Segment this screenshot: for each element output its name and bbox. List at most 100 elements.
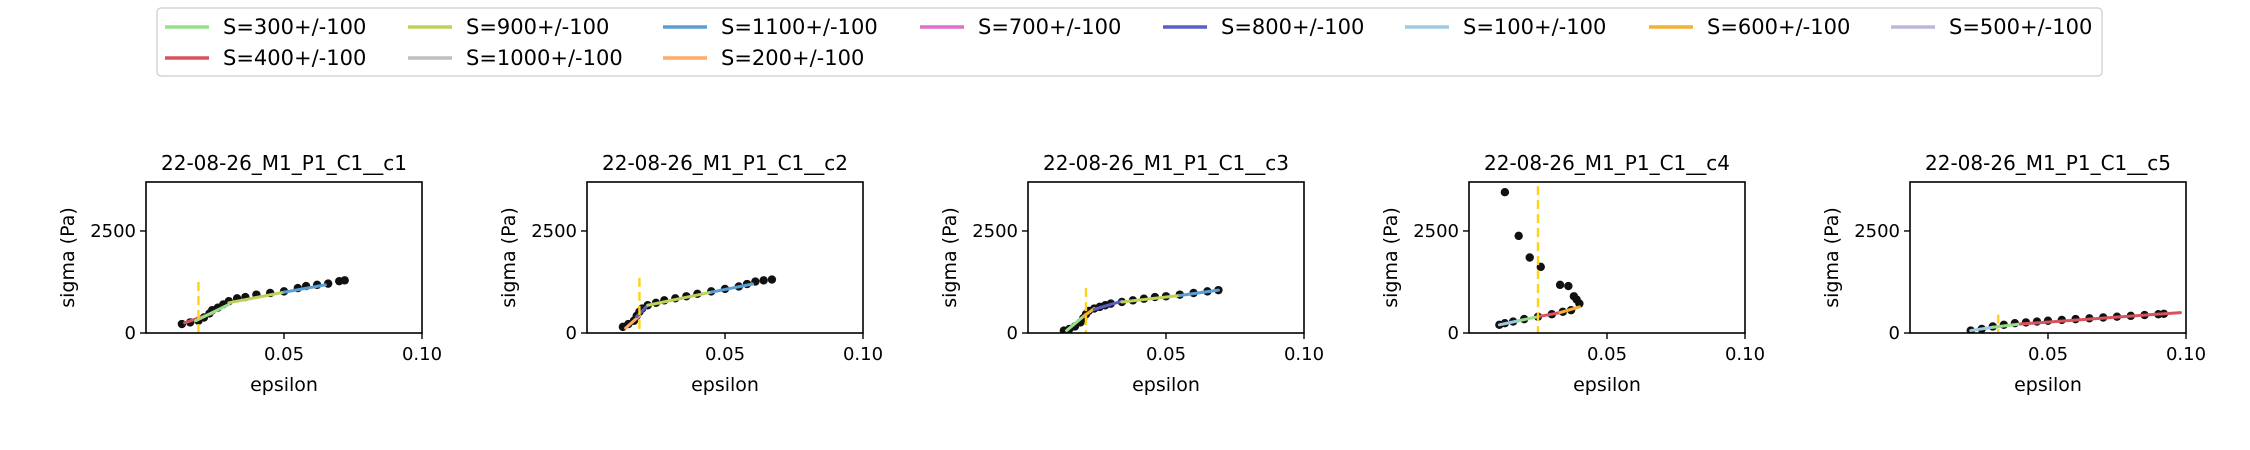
legend-entry: S=500+/-100: [1891, 15, 2092, 39]
legend-entry: S=700+/-100: [920, 15, 1121, 39]
y-tick-label: 0: [1448, 323, 1459, 344]
fit-line: [2018, 311, 2182, 326]
data-point: [759, 276, 768, 285]
axes-frame: [1468, 181, 1746, 334]
fit-line: [1517, 315, 1540, 323]
x-axis-label: epsilon: [1132, 374, 1200, 396]
x-tick-label: 0.05: [1146, 344, 1186, 365]
x-tick-label: 0.10: [1284, 344, 1324, 365]
panel-title: 22-08-26_M1_P1_C1__c4: [1484, 151, 1730, 175]
fit-line: [1991, 322, 2022, 329]
legend-label: S=700+/-100: [978, 15, 1121, 39]
y-tick-label: 0: [1889, 323, 1900, 344]
x-tick-label: 0.05: [264, 344, 304, 365]
fit-line: [646, 290, 713, 307]
fit-line: [227, 290, 286, 305]
plot-data: [177, 276, 349, 333]
y-tick-label: 2500: [531, 221, 577, 242]
data-point: [1555, 280, 1565, 290]
legend-frame: [156, 7, 2103, 77]
panel-title: 22-08-26_M1_P1_C1__c3: [1043, 151, 1289, 175]
legend-label: S=1000+/-100: [466, 46, 623, 70]
y-tick-label: 2500: [1854, 221, 1900, 242]
data-point: [1525, 253, 1534, 262]
plot-data: [1495, 186, 1584, 333]
x-axis-label: epsilon: [250, 374, 318, 396]
panel: 22-08-26_M1_P1_C1__c4 0.05 0.10 0 2500 epsilo…: [1380, 151, 1765, 396]
panel: 22-08-26_M1_P1_C1__c1 0.05 0.10 0 2500 epsilo…: [57, 151, 442, 396]
legend-label: S=500+/-100: [1949, 15, 2092, 39]
x-axis-label: epsilon: [1573, 374, 1641, 396]
legend-entry: S=100+/-100: [1405, 15, 1606, 39]
y-tick-label: 0: [1007, 323, 1018, 344]
x-tick-label: 0.10: [402, 344, 442, 365]
fit-line: [1558, 305, 1581, 315]
legend-label: S=800+/-100: [1221, 15, 1364, 39]
y-axis-label: sigma (Pa): [939, 207, 961, 308]
data-point: [1514, 231, 1523, 241]
plot-data: [618, 275, 777, 333]
x-tick-label: 0.05: [1587, 344, 1627, 365]
legend-label: S=300+/-100: [223, 15, 366, 39]
legend-entry: S=1100+/-100: [663, 15, 878, 39]
fit-line: [1092, 299, 1124, 311]
x-tick-label: 0.05: [705, 344, 745, 365]
y-axis-label: sigma (Pa): [1821, 207, 1843, 308]
data-point: [340, 276, 349, 285]
legend-entry: S=1000+/-100: [408, 46, 623, 70]
x-tick-label: 0.05: [2028, 344, 2068, 365]
fit-line: [194, 302, 231, 323]
y-tick-label: 2500: [972, 221, 1018, 242]
y-tick-label: 2500: [90, 221, 136, 242]
y-tick-label: 2500: [1413, 221, 1459, 242]
legend-entry: S=900+/-100: [408, 15, 609, 39]
panel-title: 22-08-26_M1_P1_C1__c1: [161, 151, 407, 175]
panel: 22-08-26_M1_P1_C1__c3 0.05 0.10 0 2500 epsilo…: [939, 151, 1324, 396]
panel-title: 22-08-26_M1_P1_C1__c2: [602, 151, 848, 175]
legend-label: S=900+/-100: [466, 15, 609, 39]
x-axis-label: epsilon: [691, 374, 759, 396]
x-tick-label: 0.10: [1725, 344, 1765, 365]
panel-title: 22-08-26_M1_P1_C1__c5: [1925, 151, 2171, 175]
panel: 22-08-26_M1_P1_C1__c5 0.05 0.10 0 2500 epsilo…: [1821, 151, 2206, 396]
fit-line: [1120, 293, 1182, 304]
axes-frame: [1909, 181, 2187, 334]
panel: 22-08-26_M1_P1_C1__c2 0.05 0.10 0 2500 epsilo…: [498, 151, 883, 396]
plot-data: [1966, 309, 2182, 333]
y-tick-label: 0: [125, 323, 136, 344]
plot-data: [1059, 285, 1223, 333]
x-tick-label: 0.10: [843, 344, 883, 365]
legend-label: S=1100+/-100: [721, 15, 878, 39]
legend-entry: S=800+/-100: [1163, 15, 1364, 39]
legend-entry: S=400+/-100: [165, 46, 366, 70]
y-axis-label: sigma (Pa): [57, 207, 79, 308]
fit-line: [1178, 288, 1220, 297]
fit-line: [282, 283, 327, 294]
fit-line: [1536, 311, 1562, 319]
data-point: [1564, 281, 1573, 291]
legend-entry: S=300+/-100: [165, 15, 366, 39]
y-tick-label: 0: [566, 323, 577, 344]
legend-label: S=600+/-100: [1707, 15, 1850, 39]
data-point: [1500, 188, 1510, 197]
axes-frame: [145, 181, 423, 334]
panels: 22-08-26_M1_P1_C1__c1 0.05 0.10 0 2500 epsilo…: [57, 151, 2206, 396]
x-axis-label: epsilon: [2014, 374, 2082, 396]
data-point: [1575, 299, 1584, 308]
y-axis-label: sigma (Pa): [498, 207, 520, 308]
legend-entry: S=200+/-100: [663, 46, 864, 70]
legend: S=300+/-100 S=900+/-100 S=1100+/-100 S=700+…: [156, 7, 2103, 77]
y-axis-label: sigma (Pa): [1380, 207, 1402, 308]
legend-entry: S=600+/-100: [1649, 15, 1850, 39]
fit-line: [1081, 307, 1096, 319]
axes-frame: [1027, 181, 1305, 334]
legend-label: S=200+/-100: [721, 46, 864, 70]
fit-line: [1497, 319, 1521, 327]
legend-label: S=400+/-100: [223, 46, 366, 70]
axes-frame: [586, 181, 864, 334]
data-point: [767, 275, 777, 284]
fit-line: [1969, 325, 1995, 333]
legend-label: S=100+/-100: [1463, 15, 1606, 39]
x-tick-label: 0.10: [2166, 344, 2206, 365]
